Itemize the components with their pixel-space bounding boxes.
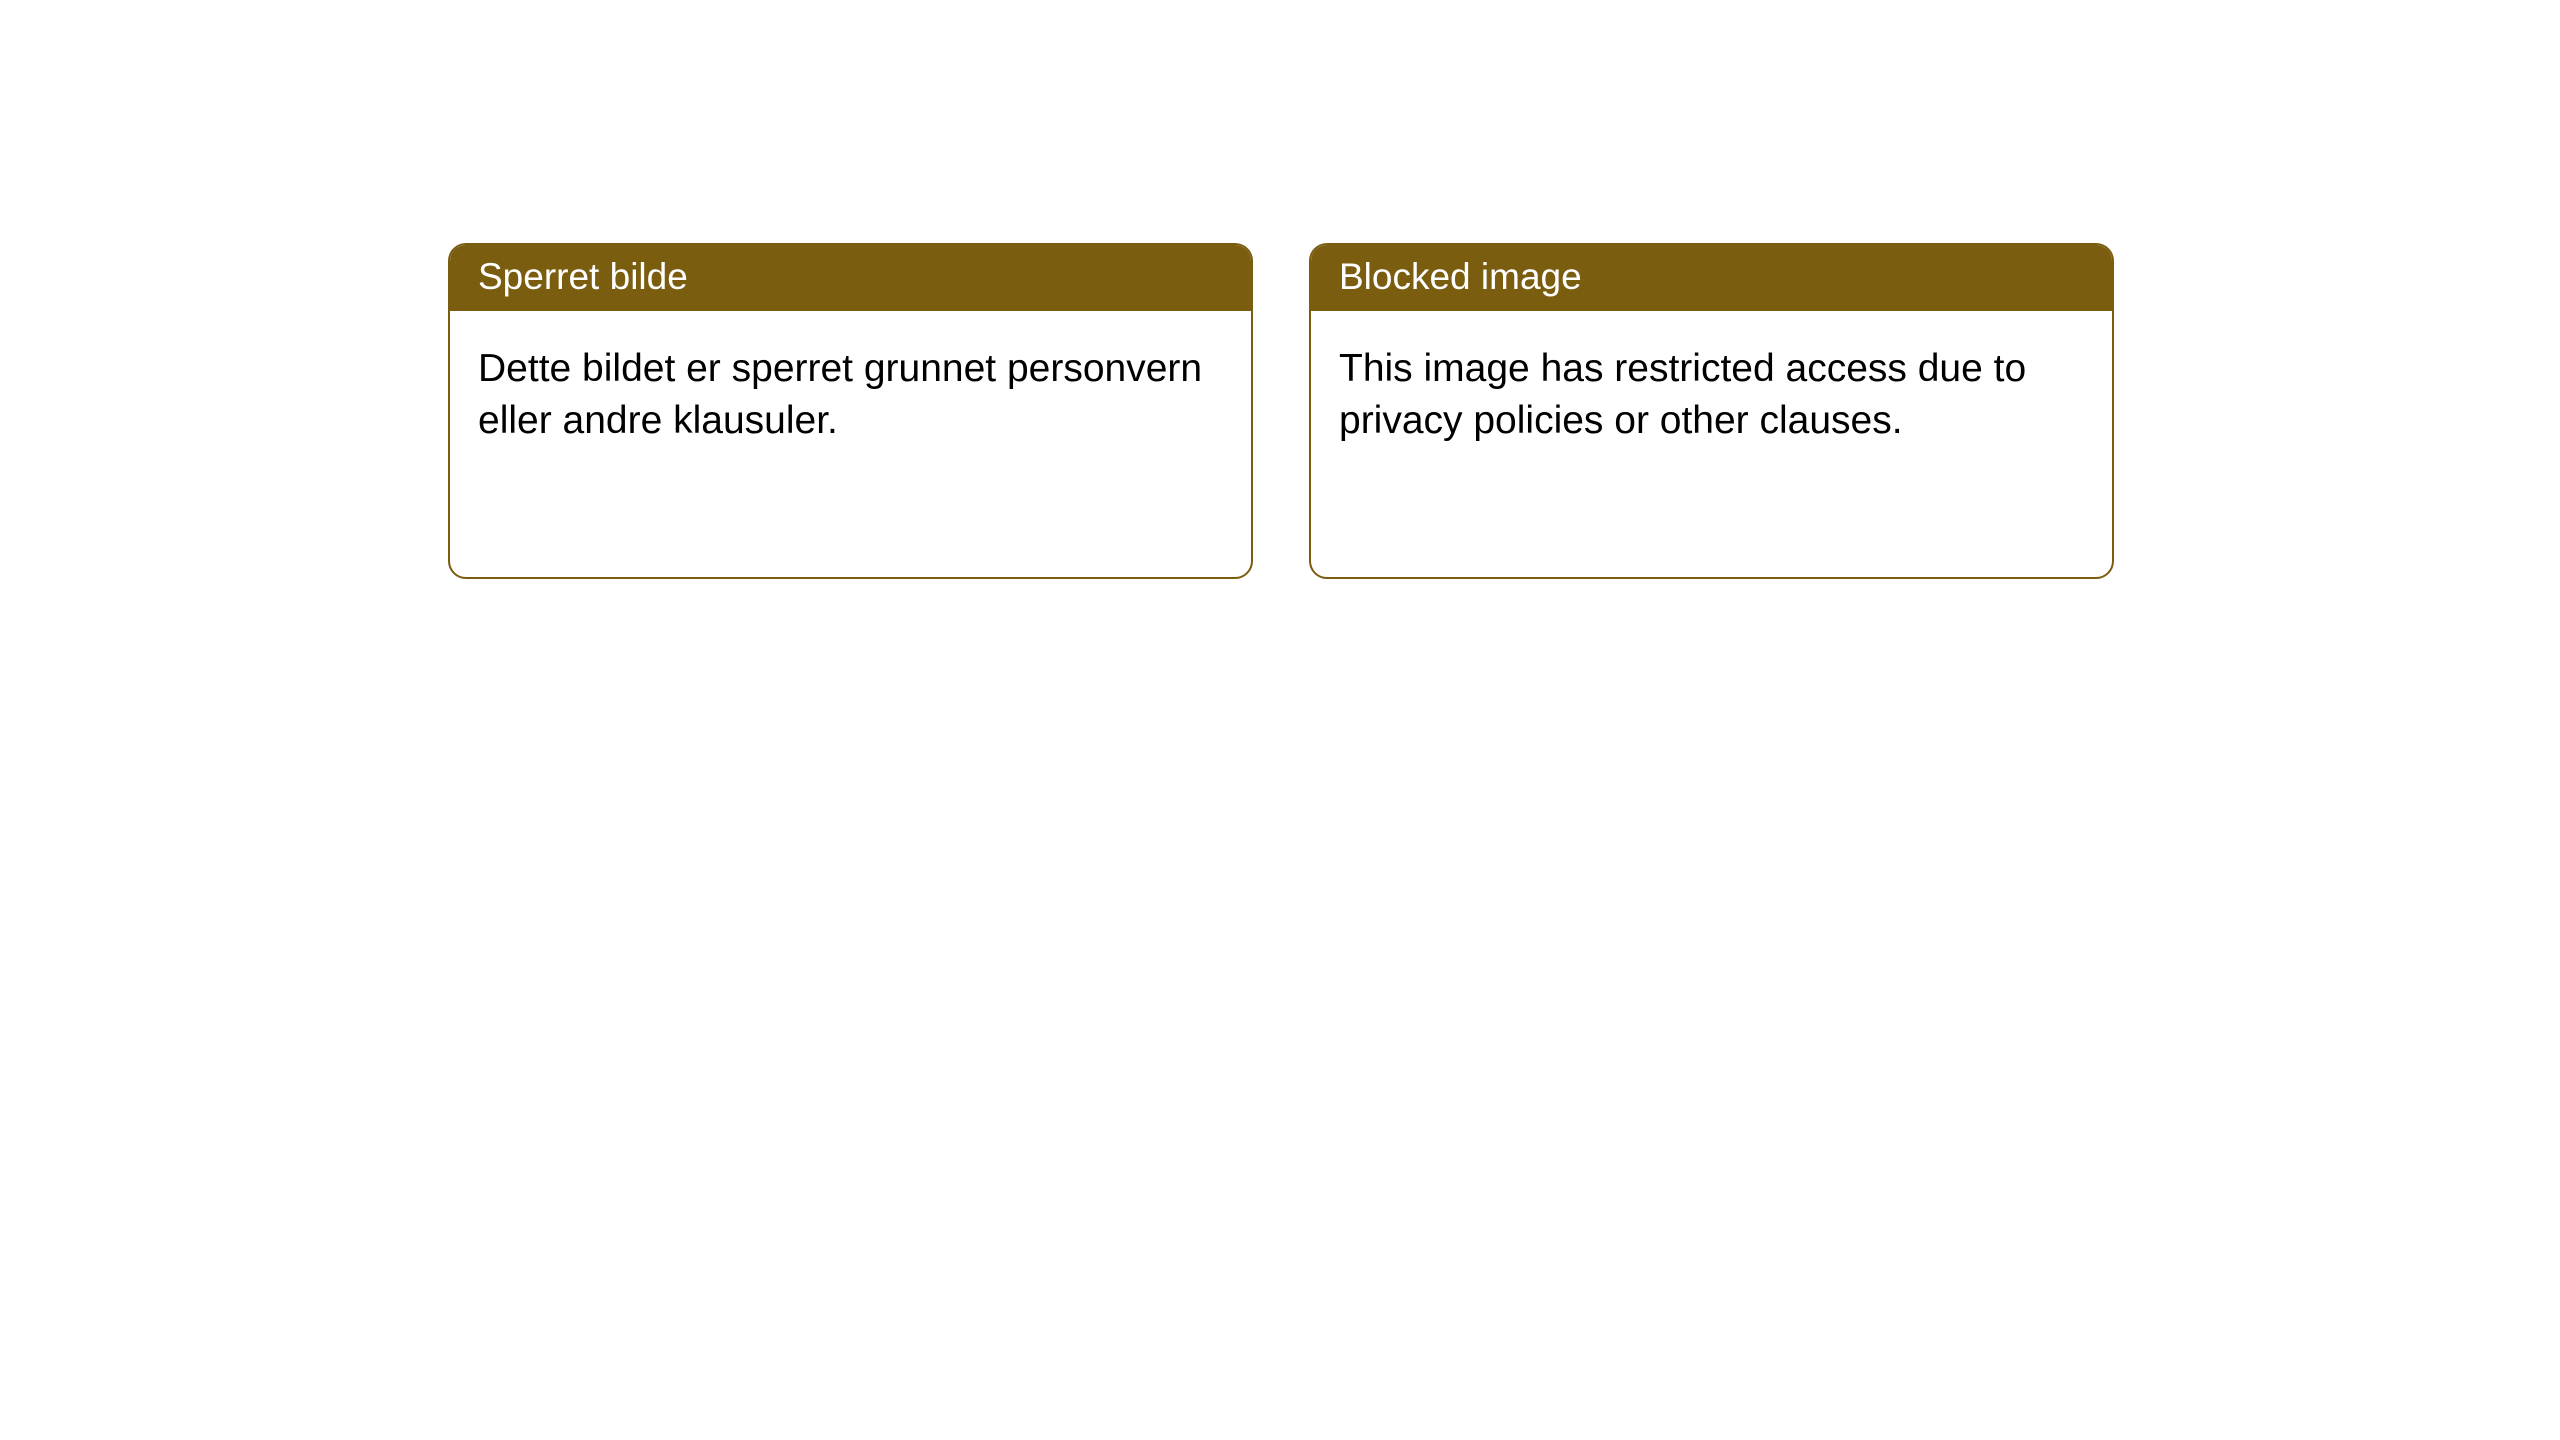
notice-card-header: Blocked image	[1311, 245, 2112, 311]
notice-card-norwegian: Sperret bilde Dette bildet er sperret gr…	[448, 243, 1253, 579]
notice-card-body: Dette bildet er sperret grunnet personve…	[450, 311, 1251, 478]
notice-card-english: Blocked image This image has restricted …	[1309, 243, 2114, 579]
notice-card-header: Sperret bilde	[450, 245, 1251, 311]
notice-cards-container: Sperret bilde Dette bildet er sperret gr…	[0, 0, 2560, 579]
notice-card-body: This image has restricted access due to …	[1311, 311, 2112, 478]
